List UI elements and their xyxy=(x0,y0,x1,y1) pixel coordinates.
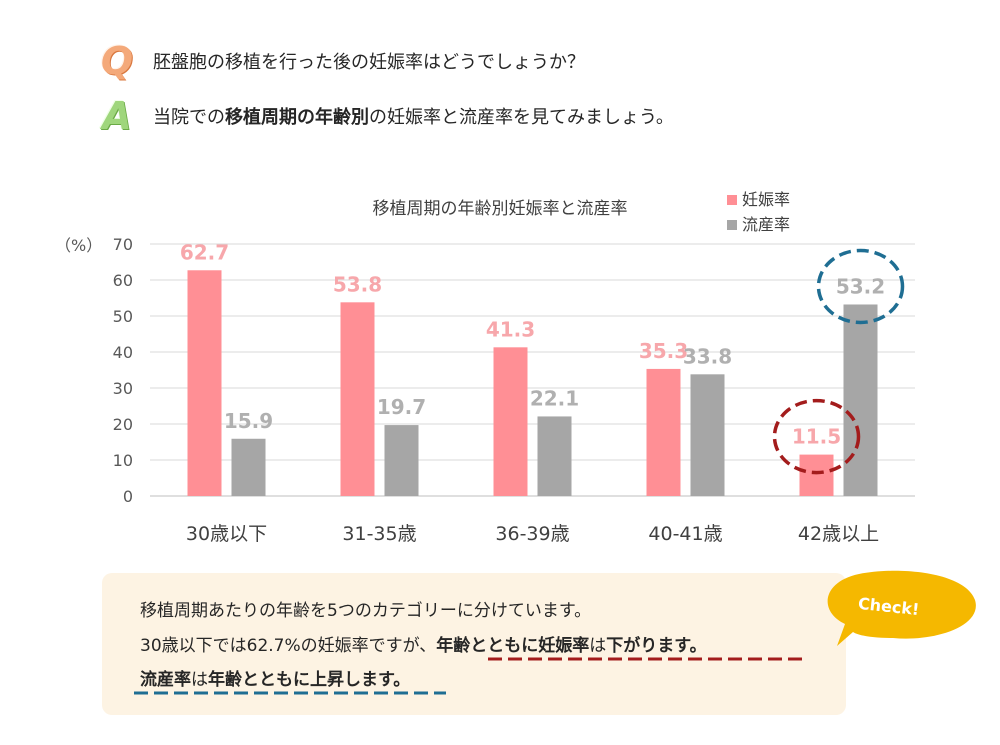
data-label: 62.7 xyxy=(180,240,229,264)
chart-title: 移植周期の年齢別妊娠率と流産率 xyxy=(373,199,628,219)
bar-pregnancy xyxy=(646,368,681,496)
y-axis-label: （%） xyxy=(55,236,102,255)
x-tick-label: 42歳以上 xyxy=(798,523,879,545)
callout-line-1: 移植周期あたりの年齢を5つのカテゴリーに分けています。 xyxy=(140,601,592,621)
y-tick-label: 20 xyxy=(113,415,133,434)
y-tick-label: 10 xyxy=(113,451,133,470)
x-tick-label: 36-39歳 xyxy=(495,523,569,545)
check-speech-bubble-icon xyxy=(827,570,976,646)
data-label: 53.8 xyxy=(333,272,382,296)
x-tick-label: 40-41歳 xyxy=(648,523,722,545)
bar-pregnancy xyxy=(340,302,375,496)
answer-text: 当院での移植周期の年齢別の妊娠率と流産率を見てみましょう。 xyxy=(153,103,674,129)
bar-pregnancy xyxy=(493,347,528,496)
y-tick-label: 0 xyxy=(123,487,133,506)
question-text: 胚盤胞の移植を行った後の妊娠率はどうでしょうか？ xyxy=(153,52,585,73)
legend-swatch xyxy=(727,220,737,230)
answer-post: の妊娠率と流産率を見てみましょう。 xyxy=(369,107,674,128)
legend-label: 妊娠率 xyxy=(742,190,790,209)
callout-underlines xyxy=(134,657,804,695)
bar-miscarriage xyxy=(843,304,878,496)
answer-bold: 移植周期の年齢別 xyxy=(225,107,369,128)
callout-line-2-bold-2: 下がります。 xyxy=(606,636,707,656)
bar-pregnancy xyxy=(799,454,834,496)
callout-box: 移植周期あたりの年齢を5つのカテゴリーに分けています。 30歳以下では62.7%… xyxy=(102,573,846,715)
question-row: Q 胚盤胞の移植を行った後の妊娠率はどうでしょうか？ xyxy=(95,39,585,83)
data-label: 41.3 xyxy=(486,317,535,341)
callout-line-2-pre: 30歳以下では62.7%の妊娠率ですが、 xyxy=(140,636,437,656)
data-label: 33.8 xyxy=(683,344,732,368)
callout-line-3-bold-1: 流産率 xyxy=(140,670,191,690)
bar-miscarriage xyxy=(384,425,419,496)
callout-line-3-bold-2: 年齢とともに上昇します。 xyxy=(208,670,411,690)
y-tick-label: 50 xyxy=(113,307,133,326)
highlight-circle xyxy=(816,248,905,325)
q-icon: Q xyxy=(100,39,134,83)
answer-row: A 当院での移植周期の年齢別の妊娠率と流産率を見てみましょう。 xyxy=(95,94,674,138)
data-label: 19.7 xyxy=(377,395,426,419)
data-label: 15.9 xyxy=(224,409,273,433)
y-tick-label: 40 xyxy=(113,343,133,362)
callout-line-3-mid: は xyxy=(191,670,208,690)
callout-line-2-bold-1: 年齢とともに妊娠率 xyxy=(436,636,590,656)
legend-swatch xyxy=(727,195,737,205)
bar-pregnancy xyxy=(187,270,222,496)
highlight-circle xyxy=(772,398,861,475)
x-tick-label: 30歳以下 xyxy=(186,523,267,545)
legend-label: 流産率 xyxy=(742,215,790,234)
data-label: 35.3 xyxy=(639,339,688,363)
bar-miscarriage xyxy=(537,416,572,496)
y-tick-label: 70 xyxy=(113,235,133,254)
answer-pre: 当院での xyxy=(153,107,225,128)
y-tick-label: 60 xyxy=(113,271,133,290)
callout-line-2: 30歳以下では62.7%の妊娠率ですが、年齢とともに妊娠率は下がります。 xyxy=(140,631,707,656)
callout-line-2-mid: は xyxy=(589,636,607,656)
data-label: 11.5 xyxy=(792,425,841,449)
x-tick-label: 31-35歳 xyxy=(342,523,416,545)
check-bubble xyxy=(827,570,976,646)
bar-miscarriage xyxy=(231,438,266,496)
data-label: 53.2 xyxy=(836,274,885,298)
a-icon: A xyxy=(102,94,132,138)
data-label: 22.1 xyxy=(530,386,579,410)
bar-miscarriage xyxy=(690,374,725,496)
callout-line-3: 流産率は年齢とともに上昇します。 xyxy=(140,665,410,690)
y-tick-label: 30 xyxy=(113,379,133,398)
